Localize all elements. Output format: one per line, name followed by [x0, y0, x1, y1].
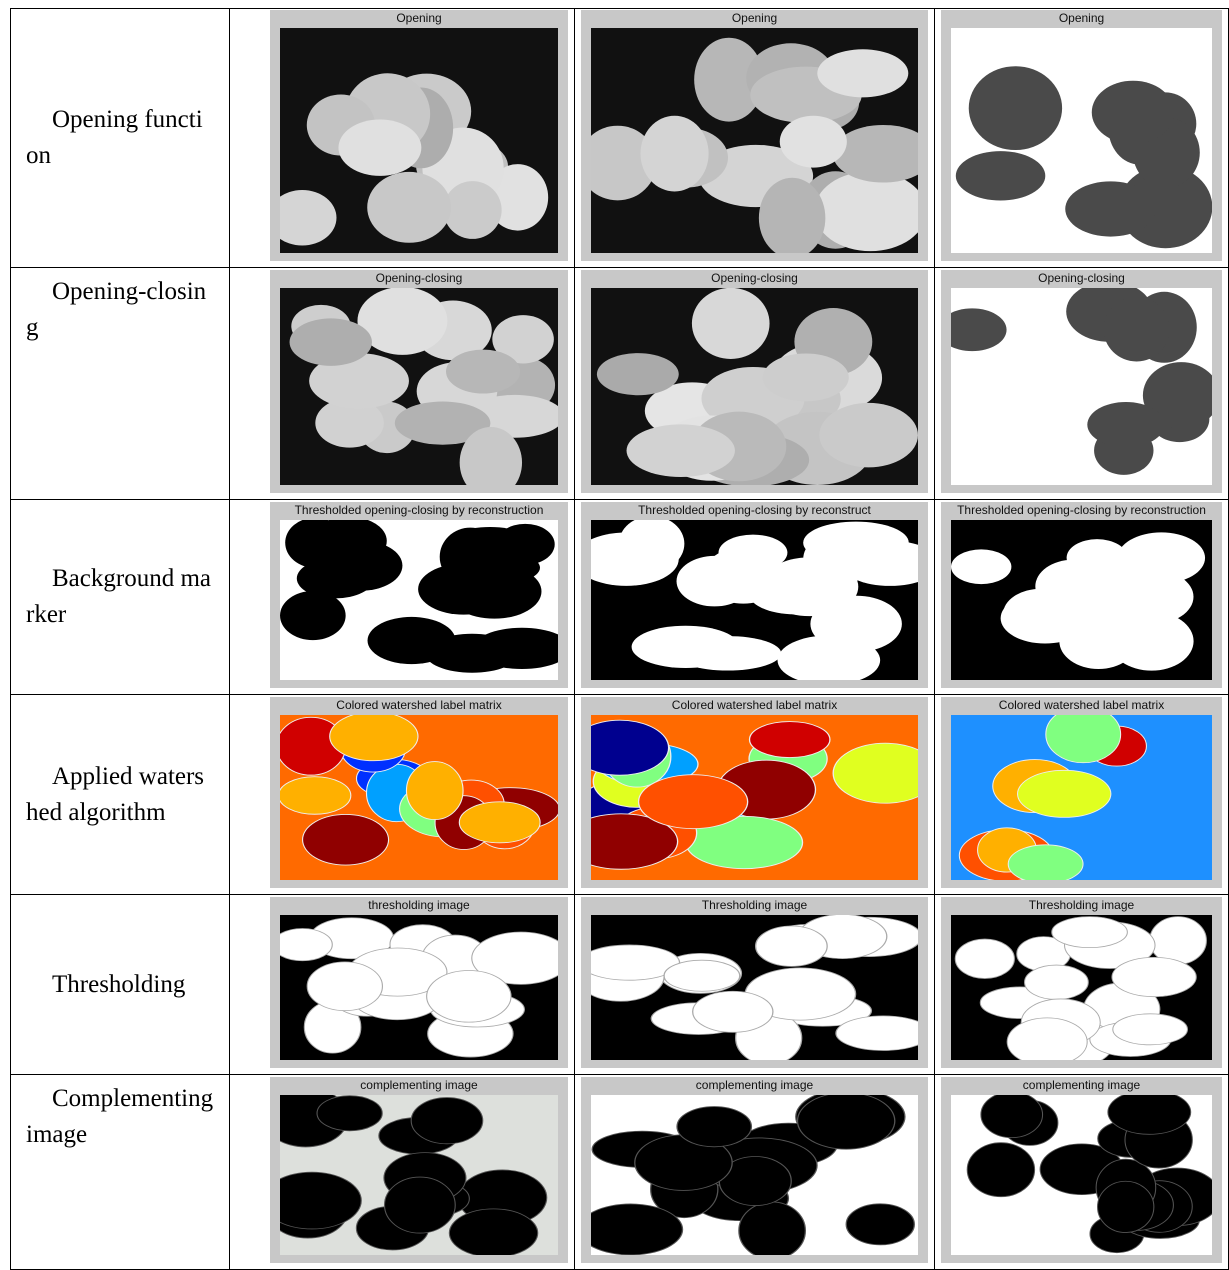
image-cell: Thresholding image: [575, 895, 935, 1075]
image-cell: Thresholded opening-closing by reconstru…: [935, 500, 1229, 695]
image-figure: Colored watershed label matrix: [941, 697, 1222, 888]
image-cell: complementing image: [575, 1075, 935, 1270]
image-title: Thresholded opening-closing by reconstru…: [638, 503, 871, 517]
image-title: Opening: [1058, 11, 1105, 25]
row-label: Complementing image: [10, 1075, 230, 1270]
image-cell: Colored watershed label matrix: [230, 695, 575, 895]
image-title: Thresholding image: [1028, 898, 1135, 912]
image-cell: Colored watershed label matrix: [935, 695, 1229, 895]
image-figure: Thresholded opening-closing by reconstru…: [270, 502, 568, 688]
image-title: Colored watershed label matrix: [998, 698, 1165, 712]
image: [591, 1095, 918, 1255]
image-cell: Opening-closing: [935, 268, 1229, 500]
image-figure: thresholding image: [270, 897, 568, 1068]
row-label: Thresholding: [10, 895, 230, 1075]
image-cell: Opening-closing: [230, 268, 575, 500]
image-figure: Thresholded opening-closing by reconstru…: [581, 502, 928, 688]
image: [280, 520, 558, 680]
image-figure: Opening: [270, 10, 568, 261]
image-title: Colored watershed label matrix: [671, 698, 838, 712]
image-figure: Thresholded opening-closing by reconstru…: [941, 502, 1222, 688]
image-cell: Thresholding image: [935, 895, 1229, 1075]
image-figure: Opening: [581, 10, 928, 261]
image-title: Thresholded opening-closing by reconstru…: [957, 503, 1206, 517]
image: [591, 28, 918, 253]
image-title: thresholding image: [368, 898, 470, 912]
image-title: Opening: [731, 11, 778, 25]
image-figure: complementing image: [270, 1077, 568, 1263]
image: [591, 520, 918, 680]
image-figure: Thresholding image: [581, 897, 928, 1068]
image-title: Opening-closing: [1038, 271, 1125, 285]
image: [280, 915, 558, 1060]
row-label: Applied watershed algorithm: [10, 695, 230, 895]
image: [280, 715, 558, 880]
image-cell: Opening: [230, 8, 575, 268]
image-title: Thresholded opening-closing by reconstru…: [294, 503, 544, 517]
image-cell: Colored watershed label matrix: [575, 695, 935, 895]
image-cell: Thresholded opening-closing by reconstru…: [230, 500, 575, 695]
image-cell: complementing image: [935, 1075, 1229, 1270]
row-label: Background marker: [10, 500, 230, 695]
image-cell: Opening: [575, 8, 935, 268]
image-title: complementing image: [1022, 1078, 1141, 1092]
image-title: complementing image: [695, 1078, 814, 1092]
table-border: [10, 8, 1229, 1270]
image: [951, 715, 1212, 880]
image-title: Thresholding image: [701, 898, 808, 912]
image-figure: Colored watershed label matrix: [581, 697, 928, 888]
image: [591, 915, 918, 1060]
image: [280, 288, 558, 485]
image: [951, 28, 1212, 253]
image-cell: Opening-closing: [575, 268, 935, 500]
image-cell: complementing image: [230, 1075, 575, 1270]
image-figure: Opening-closing: [941, 270, 1222, 493]
image-title: Opening-closing: [375, 271, 463, 285]
image-figure: complementing image: [941, 1077, 1222, 1263]
image-figure: Opening: [941, 10, 1222, 261]
image-title: complementing image: [360, 1078, 478, 1092]
row-label: Opening-closing: [10, 268, 230, 500]
image: [951, 288, 1212, 485]
image-title: Colored watershed label matrix: [336, 698, 502, 712]
image: [951, 1095, 1212, 1255]
image-figure: Opening-closing: [581, 270, 928, 493]
image-figure: Thresholding image: [941, 897, 1222, 1068]
image-figure: Opening-closing: [270, 270, 568, 493]
image-title: Opening-closing: [711, 271, 798, 285]
image: [591, 288, 918, 485]
image: [951, 915, 1212, 1060]
image: [280, 28, 558, 253]
image: [591, 715, 918, 880]
image: [280, 1095, 558, 1255]
image: [951, 520, 1212, 680]
image-cell: thresholding image: [230, 895, 575, 1075]
image-figure: complementing image: [581, 1077, 928, 1263]
image-title: Opening: [396, 11, 442, 25]
image-cell: Opening: [935, 8, 1229, 268]
image-cell: Thresholded opening-closing by reconstru…: [575, 500, 935, 695]
row-label: Opening function: [10, 8, 230, 268]
image-figure: Colored watershed label matrix: [270, 697, 568, 888]
